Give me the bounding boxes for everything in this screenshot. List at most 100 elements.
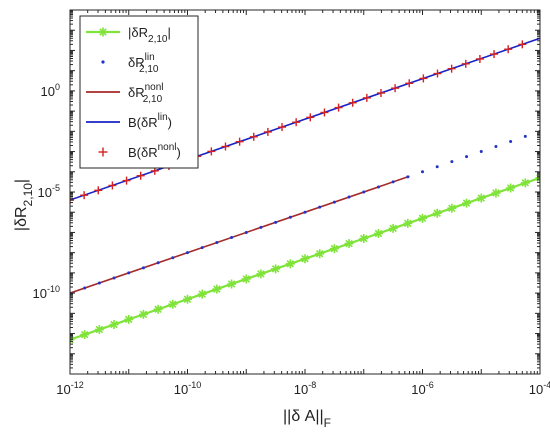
data-point — [403, 218, 413, 228]
legend-swatch — [101, 60, 105, 64]
data-point — [186, 251, 189, 255]
data-point — [215, 241, 219, 245]
data-point — [122, 176, 131, 185]
legend-label: δRnonl 2,10 — [128, 82, 164, 105]
series-line — [70, 37, 540, 201]
data-point — [285, 259, 295, 269]
data-point — [465, 155, 469, 159]
data-point — [362, 93, 371, 102]
star-stroke — [315, 249, 324, 258]
data-point — [306, 113, 315, 122]
star-stroke — [169, 300, 177, 309]
star-stroke — [183, 295, 192, 303]
legend-entry: |δR2,10| — [86, 25, 171, 45]
x-tick-label: 10-10 — [174, 380, 201, 397]
data-point — [303, 210, 307, 214]
star-stroke — [125, 315, 133, 324]
data-point — [256, 269, 266, 279]
star-stroke — [374, 229, 383, 238]
star-stroke — [139, 310, 148, 319]
star-stroke — [286, 260, 295, 268]
data-point — [241, 274, 251, 284]
legend-label: δRlin 2,10 — [128, 52, 159, 75]
star-stroke — [213, 285, 221, 293]
data-point — [479, 150, 483, 154]
star-stroke — [462, 199, 471, 207]
data-point — [274, 220, 278, 224]
star-stroke — [536, 174, 540, 179]
data-point — [244, 230, 248, 234]
data-point — [112, 276, 116, 280]
data-point — [391, 180, 395, 184]
data-point — [405, 79, 414, 88]
data-point — [271, 264, 281, 274]
data-point — [447, 203, 457, 213]
data-point — [200, 246, 204, 250]
star-stroke — [80, 330, 89, 339]
series-delta-r-nonl — [70, 175, 410, 294]
data-point — [153, 304, 163, 314]
data-point — [406, 175, 410, 179]
data-point — [332, 200, 336, 204]
star-stroke — [95, 325, 104, 334]
data-point — [362, 190, 366, 194]
data-point — [197, 289, 207, 299]
legend-entry: B(δRlin) — [86, 112, 172, 130]
star-stroke — [506, 184, 515, 192]
star-stroke — [227, 280, 236, 288]
data-point — [127, 271, 131, 275]
data-point — [329, 244, 339, 254]
y-tick-label: 10-10 — [33, 284, 60, 301]
data-point — [235, 137, 244, 146]
data-point — [141, 266, 145, 270]
data-point — [171, 256, 175, 260]
star-stroke — [360, 234, 368, 243]
x-tick-label: 10-8 — [294, 380, 316, 397]
data-point — [509, 139, 513, 143]
star-stroke — [70, 335, 74, 341]
y-tick-label: 100 — [41, 82, 60, 99]
star-stroke — [271, 265, 280, 273]
data-point — [80, 330, 90, 340]
data-point — [94, 186, 103, 195]
star-stroke — [521, 179, 530, 187]
x-tick-label: 10-12 — [56, 380, 83, 397]
series-bound-lin — [70, 37, 540, 201]
data-point — [168, 299, 178, 309]
data-point — [373, 228, 383, 238]
data-point — [344, 239, 354, 249]
star-stroke — [154, 305, 162, 314]
series-line — [70, 175, 410, 294]
data-point — [259, 225, 263, 229]
legend-entry: δRnonl 2,10 — [86, 82, 164, 105]
legend-swatch — [98, 147, 108, 157]
star-stroke — [477, 194, 485, 202]
legend-entry: δRlin 2,10 — [101, 52, 159, 75]
data-point — [376, 185, 380, 189]
data-point — [518, 40, 527, 49]
star-stroke — [301, 255, 309, 263]
star-stroke — [257, 270, 265, 278]
data-point — [80, 191, 89, 200]
plot-frame — [69, 9, 541, 375]
data-point — [334, 103, 343, 112]
data-point — [520, 178, 530, 188]
legend-entry: B(δRnonl) — [98, 142, 181, 160]
data-point — [435, 165, 439, 169]
data-point — [506, 183, 516, 193]
star-stroke — [110, 320, 118, 329]
star-stroke — [330, 244, 339, 253]
data-point — [136, 171, 145, 180]
data-point — [320, 108, 329, 117]
star-stroke — [389, 224, 397, 233]
data-point — [359, 234, 369, 244]
data-point — [433, 69, 442, 78]
star-stroke — [418, 214, 427, 223]
data-point — [292, 118, 301, 127]
data-point — [348, 98, 357, 107]
star-stroke — [448, 204, 456, 212]
data-point — [108, 181, 117, 190]
x-tick-label: 10-6 — [411, 380, 433, 397]
data-point — [347, 195, 351, 199]
